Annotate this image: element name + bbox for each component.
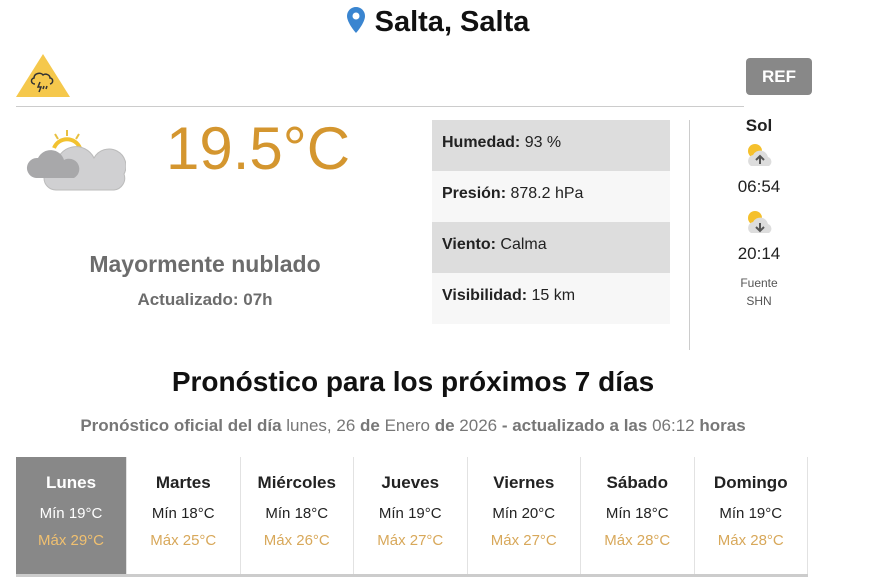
stat-value: 15 km (531, 287, 576, 304)
divider (689, 120, 690, 350)
sub-text: de (434, 416, 455, 435)
stat-value: 878.2 hPa (510, 185, 584, 202)
sub-text: Pronóstico oficial del día (80, 416, 282, 435)
stat-value: Calma (500, 236, 547, 253)
updated-text: Actualizado: 07h (137, 290, 273, 309)
sun-title: Sol (745, 116, 773, 135)
divider (16, 106, 744, 107)
day-max: Máx 25°C (150, 532, 217, 549)
day-tab[interactable]: Miércoles Mín 18°C Máx 26°C (241, 457, 354, 574)
day-tab[interactable]: Martes Mín 18°C Máx 25°C (127, 457, 241, 574)
day-max: Máx 26°C (263, 532, 330, 549)
sub-time: 06:12 (652, 416, 695, 435)
stat-label: Humedad: (442, 134, 521, 151)
location-name: Salta, Salta (374, 6, 530, 38)
sunrise-icon (748, 144, 772, 166)
stat-value: 93 % (524, 134, 562, 151)
day-max: Máx 27°C (490, 532, 557, 549)
sun-panel: Sol 06:54 20:14 Fuente SHN (720, 116, 798, 310)
day-min: Mín 19°C (378, 505, 442, 522)
source-label: Fuente (740, 276, 778, 290)
day-tab[interactable]: Jueves Mín 19°C Máx 27°C (354, 457, 468, 574)
stat-visibility: Visibilidad: 15 km (432, 273, 670, 324)
stat-label: Presión: (442, 185, 507, 202)
sunset-time: 20:14 (737, 244, 781, 263)
sunset-icon (748, 211, 772, 233)
day-min: Mín 20°C (492, 505, 556, 522)
partly-cloudy-icon (26, 130, 127, 199)
stat-pressure: Presión: 878.2 hPa (432, 171, 670, 222)
sub-month: Enero (384, 416, 430, 435)
day-min: Mín 19°C (719, 505, 783, 522)
stat-label: Viento: (442, 236, 496, 253)
sub-year: 2026 (459, 416, 498, 435)
day-tab[interactable]: Viernes Mín 20°C Máx 27°C (468, 457, 581, 574)
stat-label: Visibilidad: (442, 287, 528, 304)
day-name: Domingo (713, 473, 788, 492)
storm-warning-icon[interactable] (16, 54, 70, 103)
forecast-days: Lunes Mín 19°C Máx 29°C Martes Mín 18°C Máx 2… (16, 457, 808, 577)
sub-text: - actualizado a las (501, 416, 648, 435)
location-title: Salta, Salta (0, 6, 876, 39)
day-name: Sábado (606, 473, 668, 492)
day-tab[interactable]: Domingo Mín 19°C Máx 28°C (695, 457, 808, 574)
day-name: Miércoles (257, 473, 336, 492)
day-max: Máx 27°C (377, 532, 444, 549)
day-name: Lunes (45, 473, 97, 492)
day-max: Máx 28°C (604, 532, 671, 549)
day-min: Mín 18°C (265, 505, 329, 522)
stats-panel: Humedad: 93 % Presión: 878.2 hPa Viento:… (432, 120, 670, 324)
current-temperature: 19.5°C (166, 115, 351, 182)
day-max: Máx 29°C (37, 532, 105, 549)
sub-text: horas (699, 416, 746, 435)
sub-text: de (360, 416, 380, 435)
day-min: Mín 19°C (39, 505, 103, 522)
day-min: Mín 18°C (605, 505, 669, 522)
source-name: SHN (746, 294, 772, 308)
day-tab[interactable]: Lunes Mín 19°C Máx 29°C (16, 457, 127, 574)
day-tab[interactable]: Sábado Mín 18°C Máx 28°C (581, 457, 695, 574)
map-pin-icon (346, 7, 365, 33)
stat-wind: Viento: Calma (432, 222, 670, 273)
forecast-title: Pronóstico para los próximos 7 días (171, 366, 655, 397)
day-name: Viernes (493, 473, 555, 492)
condition-text: Mayormente nublado (89, 251, 321, 277)
forecast-subtitle: Pronóstico oficial del día lunes, 26 de … (0, 416, 826, 436)
sunrise-time: 06:54 (737, 177, 781, 196)
day-max: Máx 28°C (717, 532, 784, 549)
sub-date: lunes, 26 (286, 416, 356, 435)
day-name: Martes (155, 473, 211, 492)
day-name: Jueves (381, 473, 440, 492)
day-min: Mín 18°C (151, 505, 215, 522)
ref-button[interactable]: REF (746, 58, 812, 95)
stat-humidity: Humedad: 93 % (432, 120, 670, 171)
